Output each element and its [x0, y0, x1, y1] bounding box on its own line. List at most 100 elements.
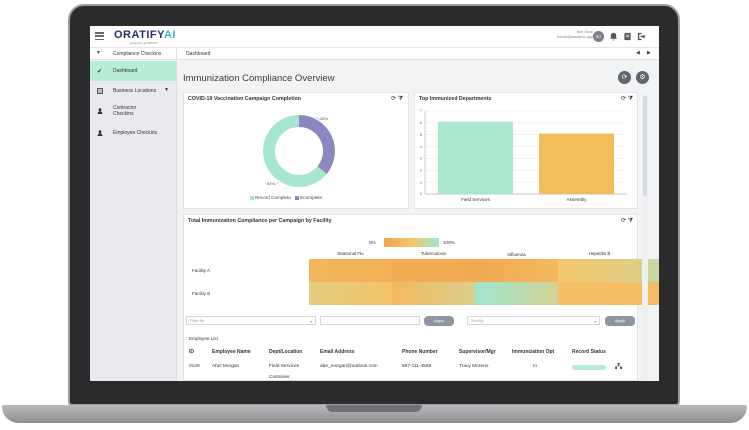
y-tick-label: 6 [420, 121, 422, 125]
sort-apply-button[interactable]: Apply [605, 316, 635, 326]
app-logo[interactable]: ORATIFYAI [114, 29, 176, 41]
cell-dept: Field Services [269, 364, 300, 369]
refresh-icon[interactable]: ⟳ [391, 96, 397, 102]
heatmap-card: Total Immunization Compliance per Campai… [183, 214, 659, 381]
user-info: Ben Orodi borodi@academic.app [557, 30, 593, 40]
cell-dept: Customer [269, 375, 290, 380]
col-header-name[interactable]: Employee Name [212, 349, 251, 355]
donut-slice-incomplete [299, 115, 335, 174]
filter-icon[interactable]: ⧩ [627, 96, 634, 102]
status-badge [572, 365, 606, 370]
y-tick-label: 3 [420, 157, 422, 161]
cell-phone: 687-111-4568 [402, 364, 432, 369]
person-icon [96, 130, 103, 138]
card-title: Top Immunized Departments [419, 96, 492, 102]
card-title: COVID-19 Vaccination Campaign Completion [188, 96, 302, 102]
filter-apply-button[interactable]: Apply [424, 316, 454, 326]
laptop-notch [326, 405, 422, 412]
heatmap-cell[interactable] [309, 282, 392, 305]
sidebar-item-employee-checkins[interactable]: Employee Checkins [90, 123, 176, 143]
breadcrumb-current: Dashboard [186, 51, 211, 57]
filter-value-input[interactable] [320, 316, 420, 325]
sidebar-item-business-locations[interactable]: Business Locations ▼ [90, 81, 176, 101]
donut-slice-complete [263, 115, 327, 187]
sidebar-item-contractor-checkins[interactable]: Contractor Checkins [90, 101, 176, 123]
y-tick-label: 1 [420, 180, 422, 184]
scale-max-label: 100% [443, 240, 455, 245]
card-tools: ⟳ ⧩ [391, 95, 403, 103]
scrollbar[interactable] [642, 92, 648, 381]
bar-assembly [539, 133, 614, 194]
col-header-supervisor[interactable]: Supervisor/Mgr [459, 349, 496, 355]
card-tools: ⟳ ⧩ [621, 217, 633, 225]
top-bar: ORATIFYAI powered by ◆ ORATIFY Ben Orodi… [90, 26, 659, 48]
cell-supervisor: Tracy Moreno [459, 364, 489, 369]
col-header-phone[interactable]: Phone Number [402, 349, 438, 355]
sidebar-item-dashboard[interactable]: ✔ Dashboard [90, 61, 176, 81]
filter-by-select[interactable]: Filter By ▾ [186, 316, 316, 325]
module-selector[interactable]: ▼ Compliance Checkins [90, 48, 177, 60]
cell-id: 0128 [189, 364, 200, 369]
y-tick-label: 2 [420, 168, 422, 172]
menu-icon[interactable] [95, 32, 104, 40]
col-header-status[interactable]: Record Status [572, 349, 606, 355]
heatmap-col-label: Tuberculosis [420, 251, 447, 256]
building-icon [96, 88, 103, 96]
cell-email: abe_morgan@outlook.com [320, 364, 378, 369]
col-header-id[interactable]: ID [189, 349, 194, 355]
table-caption: Employee List [189, 336, 218, 341]
heatmap-cell[interactable] [475, 259, 558, 282]
heatmap-cell[interactable] [392, 259, 475, 282]
card-tools: ⟳ ⧩ [621, 95, 633, 103]
heatmap-cell[interactable] [309, 259, 392, 282]
heatmap-cell[interactable] [392, 282, 475, 305]
laptop-base [2, 405, 747, 423]
x-tick-label: Field Services [461, 197, 491, 202]
tab-prev-icon[interactable]: ◀ [636, 50, 640, 56]
heatmap-cell[interactable] [558, 282, 641, 305]
donut-leader-complete [273, 181, 280, 186]
col-header-email[interactable]: Email Address [320, 349, 355, 355]
bell-icon[interactable] [609, 32, 618, 41]
heatmap-cell[interactable] [558, 259, 641, 282]
legend-label-incomplete: Incomplete [299, 195, 323, 200]
scale-min-label: 0% [369, 240, 376, 245]
user-name: Ben Orodi [576, 30, 593, 34]
bar-chart: 0 1 2 3 4 5 6 7 Field Services Assembly [420, 109, 627, 202]
caret-down-icon: ▼ [164, 87, 169, 93]
cell-immunization: In [533, 364, 538, 369]
notes-icon[interactable] [623, 32, 632, 41]
user-email: borodi@academic.app [556, 35, 593, 39]
col-header-immunization[interactable]: Immunization Opt [512, 349, 555, 355]
donut-label-complete: 64% [267, 181, 275, 186]
bar-field-services [438, 121, 513, 194]
sort-by-select[interactable]: Sort By ▾ [467, 316, 600, 325]
refresh-icon[interactable]: ⟳ [621, 218, 627, 224]
x-tick-label: Assembly [567, 197, 588, 202]
donut-label-incomplete: 36% [320, 116, 328, 121]
scrollbar-thumb[interactable] [643, 96, 647, 196]
sidebar-item-label: Dashboard [113, 68, 138, 74]
tab-next-icon[interactable]: ▶ [647, 50, 651, 56]
donut-chart: 36% 64% [263, 115, 335, 187]
refresh-icon[interactable]: ⟳ [621, 96, 627, 102]
color-scale [384, 238, 439, 247]
sidebar-item-label: Business Locations [113, 88, 157, 94]
filter-icon[interactable]: ⧩ [627, 218, 634, 224]
sidebar-item-label: Contractor Checkins [113, 105, 137, 117]
avatar[interactable]: BO [593, 31, 604, 42]
heatmap-col-label: Influenza [507, 252, 526, 257]
sidebar-item-label: Employee Checkins [113, 130, 158, 136]
heatmap-col-label: Hepatitis B [588, 251, 611, 256]
col-header-dept[interactable]: Dept/Location [269, 349, 303, 355]
refresh-icon[interactable]: ⟳ [618, 71, 631, 84]
filter-icon[interactable]: ⧩ [397, 96, 404, 102]
heatmap-cell[interactable] [475, 282, 558, 305]
hierarchy-icon[interactable] [615, 363, 622, 371]
logout-icon[interactable] [637, 32, 646, 41]
donut-leader-incomplete [314, 116, 322, 121]
settings-icon[interactable]: ⚙ [636, 71, 649, 84]
donut-legend: Record Complete Incomplete [250, 195, 322, 200]
cell-name: Abel Morgan [212, 364, 240, 369]
breadcrumb: ▼ Compliance Checkins Dashboard ◀ ▶ [90, 48, 659, 60]
